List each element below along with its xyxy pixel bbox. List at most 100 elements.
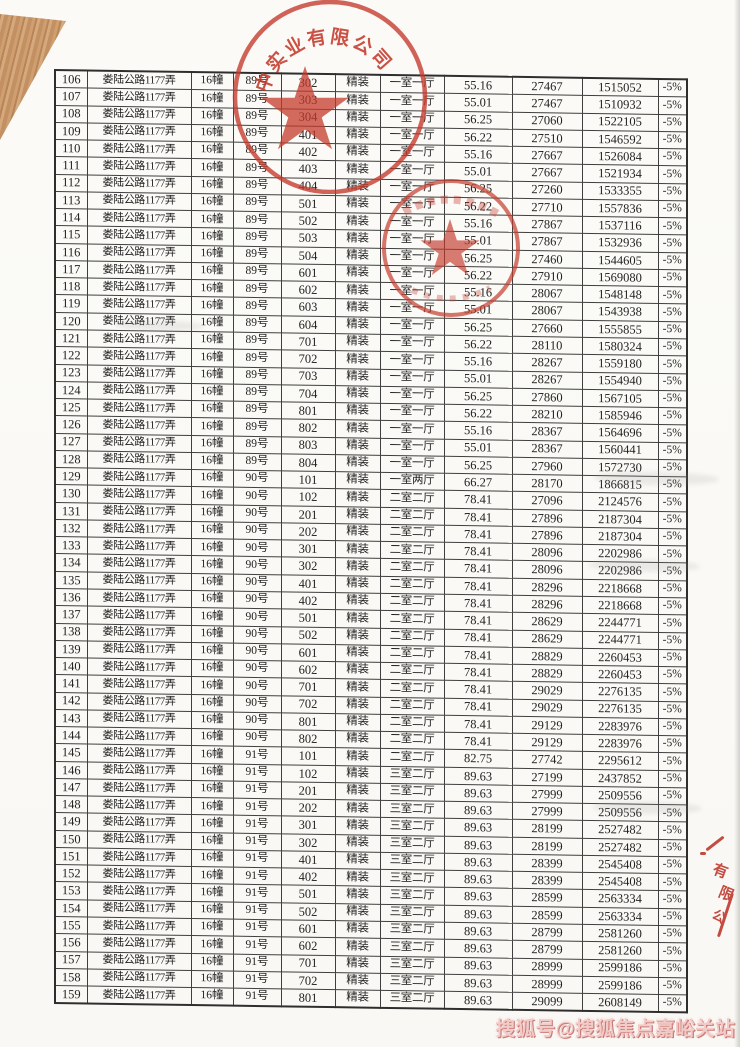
cell-address: 娄陆公路1177弄: [87, 917, 191, 936]
cell-area: 55.16: [444, 75, 512, 95]
cell-no: 127: [55, 433, 87, 451]
cell-area: 89.63: [444, 818, 512, 837]
cell-decoration: 精装: [335, 609, 380, 628]
cell-layout: 三室二厅: [380, 938, 444, 957]
cell-address: 娄陆公路1177弄: [87, 865, 191, 885]
cell-total_price: 2599186: [582, 958, 658, 978]
cell-no: 131: [55, 502, 87, 520]
cell-total_price: 1537116: [582, 216, 658, 235]
cell-layout: 一室一厅: [380, 351, 444, 370]
cell-no: 122: [55, 346, 87, 365]
cell-address: 娄陆公路1177弄: [87, 727, 191, 746]
cell-area: 89.63: [444, 939, 512, 958]
cell-decoration: 精装: [335, 644, 380, 663]
cell-unit_price: 28367: [512, 422, 582, 441]
cell-unit: 91号: [233, 884, 281, 903]
cell-decoration: 精装: [335, 91, 380, 110]
cell-unit_price: 28067: [512, 284, 582, 303]
cell-room: 603: [281, 298, 335, 317]
cell-unit: 91号: [233, 953, 281, 972]
cell-total_price: 2283976: [582, 717, 658, 736]
cell-room: 801: [281, 401, 335, 420]
cell-unit_price: 28296: [512, 595, 582, 614]
cell-no: 137: [55, 605, 87, 624]
paper-edge-shadow: [734, 0, 740, 1047]
cell-no: 134: [55, 553, 87, 572]
cell-layout: 一室一厅: [380, 92, 444, 111]
cell-decoration: 精装: [335, 109, 380, 128]
cell-no: 139: [55, 640, 87, 659]
cell-layout: 二室二厅: [380, 593, 444, 612]
cell-address: 娄陆公路1177弄: [87, 226, 191, 246]
cell-building: 16幢: [191, 555, 233, 574]
cell-discount: -5%: [658, 580, 687, 598]
cell-discount: -5%: [658, 925, 687, 944]
cell-layout: 三室二厅: [380, 817, 444, 836]
cell-layout: 一室一厅: [380, 109, 444, 129]
cell-area: 78.41: [444, 490, 512, 509]
cell-room: 601: [281, 643, 335, 662]
cell-building: 16幢: [191, 780, 233, 799]
cell-area: 55.01: [444, 369, 512, 389]
cell-discount: -5%: [658, 476, 687, 495]
cell-no: 113: [55, 191, 87, 210]
cell-unit: 90号: [233, 573, 281, 592]
cell-discount: -5%: [658, 614, 687, 633]
cell-unit: 90号: [233, 487, 281, 506]
cell-layout: 二室二厅: [380, 558, 444, 577]
cell-unit_price: 27910: [512, 267, 582, 286]
cell-unit: 91号: [233, 781, 281, 800]
cell-layout: 一室一厅: [380, 161, 444, 180]
price-table-body: 106 娄陆公路1177弄 16幢 89号 302 精装 一室一厅 55.16 27467 151…: [55, 70, 687, 1013]
cell-building: 16幢: [191, 953, 233, 971]
cell-total_price: 1510932: [582, 95, 658, 114]
cell-discount: -5%: [658, 528, 687, 547]
cell-no: 121: [55, 329, 87, 348]
cell-no: 116: [55, 243, 87, 261]
cell-unit: 91号: [233, 867, 281, 886]
cell-total_price: 1548148: [582, 285, 658, 304]
cell-unit: 89号: [233, 418, 281, 437]
cell-discount: -5%: [658, 631, 687, 650]
cell-unit_price: 28199: [512, 819, 582, 839]
cell-area: 82.75: [444, 749, 512, 768]
cell-total_price: 2187304: [582, 509, 658, 529]
cell-total_price: 2218668: [582, 596, 658, 615]
cell-address: 娄陆公路1177弄: [87, 934, 191, 954]
cell-total_price: 2599186: [582, 976, 658, 995]
cell-decoration: 精装: [335, 713, 380, 732]
cell-room: 801: [281, 712, 335, 731]
cell-unit_price: 28210: [512, 405, 582, 424]
cell-decoration: 精装: [335, 299, 380, 318]
cell-total_price: 2581260: [582, 924, 658, 943]
cell-discount: -5%: [658, 787, 687, 806]
cell-no: 145: [55, 743, 87, 762]
cell-discount: -5%: [658, 735, 687, 754]
cell-discount: -5%: [658, 338, 687, 357]
cell-no: 115: [55, 225, 87, 244]
cell-total_price: 2545408: [582, 872, 658, 891]
cell-decoration: 精装: [335, 247, 380, 266]
cell-discount: -5%: [658, 597, 687, 616]
cell-area: 78.41: [444, 525, 512, 544]
cell-decoration: 精装: [335, 264, 380, 283]
cell-discount: -5%: [658, 839, 687, 857]
cell-no: 152: [55, 864, 87, 883]
cell-address: 娄陆公路1177弄: [87, 692, 191, 712]
cell-total_price: 1585946: [582, 406, 658, 425]
cell-no: 140: [55, 657, 87, 676]
cell-decoration: 精装: [335, 419, 380, 438]
cell-total_price: 2509556: [582, 803, 658, 822]
cell-area: 78.41: [444, 559, 512, 578]
cell-area: 78.41: [444, 611, 512, 630]
cell-room: 701: [281, 332, 335, 351]
cell-room: 402: [281, 591, 335, 610]
cell-total_price: 2608149: [582, 993, 658, 1013]
cell-unit: 90号: [233, 677, 281, 696]
cell-layout: 一室一厅: [380, 368, 444, 388]
cell-no: 111: [55, 156, 87, 175]
cell-address: 娄陆公路1177弄: [87, 329, 191, 349]
cell-no: 141: [55, 674, 87, 693]
cell-address: 娄陆公路1177弄: [87, 105, 191, 125]
cell-room: 704: [281, 384, 335, 403]
